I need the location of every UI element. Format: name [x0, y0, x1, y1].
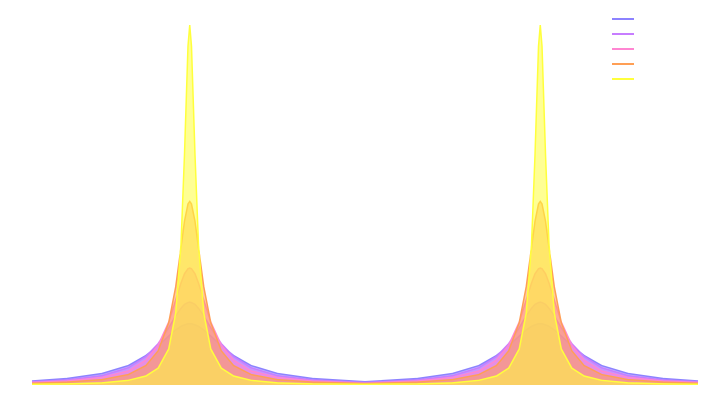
- line: [31, 24, 699, 386]
- area: [32, 25, 698, 385]
- line: [31, 200, 699, 385]
- area: [32, 201, 698, 385]
